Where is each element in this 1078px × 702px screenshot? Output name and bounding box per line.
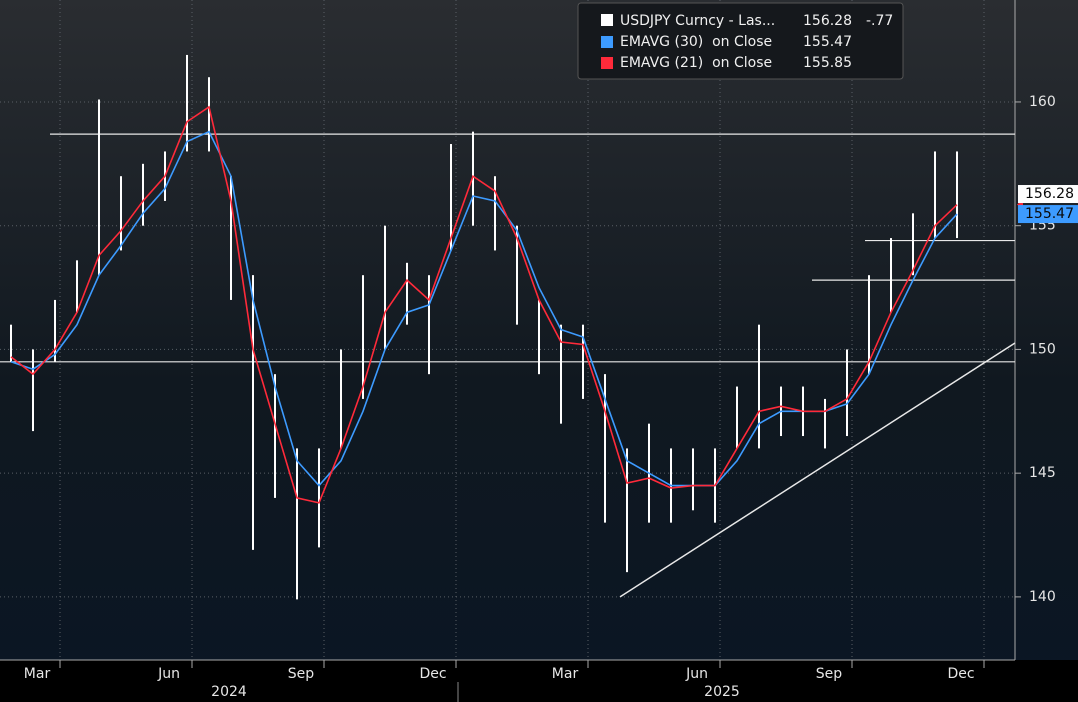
x-tick-label: Jun — [685, 666, 708, 682]
x-tick-label: Sep — [816, 666, 843, 682]
legend-label: USDJPY Curncy - Las... — [620, 13, 775, 29]
ema-line — [10, 130, 958, 487]
last-label: 155.47 — [1025, 206, 1074, 222]
y-tick-label: 145 — [1029, 465, 1056, 481]
y-tick-label: 140 — [1029, 589, 1056, 605]
x-tick-label: Jun — [157, 666, 180, 682]
year-label: 2024 — [211, 684, 247, 700]
x-tick-label: Sep — [288, 666, 315, 682]
x-tick-label: Dec — [947, 666, 974, 682]
legend-value: 156.28 — [803, 13, 852, 29]
x-tick-label: Mar — [24, 666, 51, 682]
legend-swatch — [601, 57, 613, 69]
legend: USDJPY Curncy - Las... 156.28 -.77 EMAVG… — [577, 2, 904, 80]
ema-line — [10, 105, 958, 504]
x-tick-label: Mar — [552, 666, 579, 682]
y-tick-label: 160 — [1029, 94, 1056, 110]
year-label: 2025 — [704, 684, 740, 700]
last-label: 156.28 — [1025, 186, 1074, 202]
legend-swatch — [601, 14, 613, 26]
legend-change: -.77 — [866, 13, 893, 29]
legend-value: 155.85 — [803, 55, 852, 71]
x-axis-band — [0, 660, 1078, 702]
plot — [0, 0, 1016, 660]
last-box — [1018, 205, 1078, 224]
x-tick-label: Dec — [419, 666, 446, 682]
legend-label: EMAVG (30) on Close — [620, 34, 772, 50]
legend-swatch — [601, 36, 613, 48]
legend-box — [577, 2, 904, 80]
trend-line — [619, 342, 1016, 598]
y-tick-label: 150 — [1029, 341, 1056, 357]
last-box — [1018, 185, 1078, 204]
legend-label: EMAVG (21) on Close — [620, 55, 772, 71]
legend-value: 155.47 — [803, 34, 852, 50]
